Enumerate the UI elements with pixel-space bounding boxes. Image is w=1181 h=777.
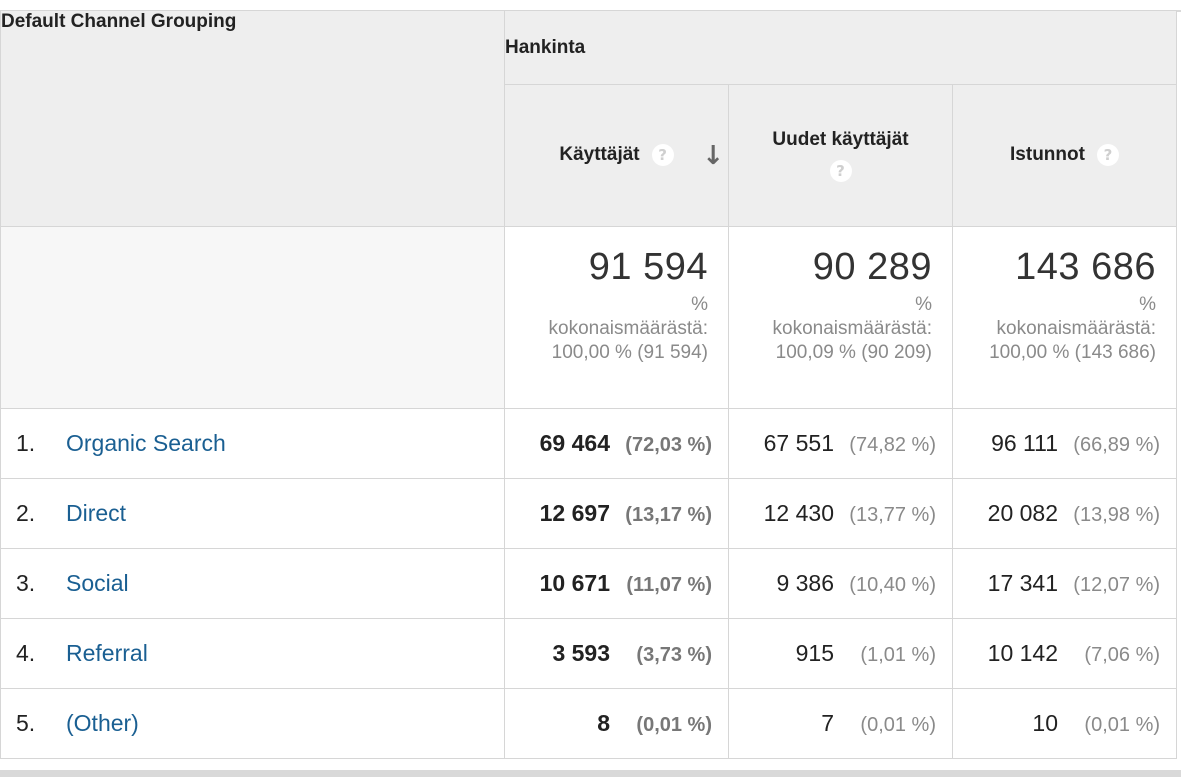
users-cell: 3 593 (3,73 %) <box>504 618 729 689</box>
total-of-label: kokonaismäärästä: <box>996 318 1157 339</box>
sessions-percent: (7,06 %) <box>1084 644 1161 666</box>
users-value: 10 671 <box>539 570 610 596</box>
sessions-value: 20 082 <box>987 500 1059 526</box>
channel-link[interactable]: Direct <box>66 500 127 526</box>
sessions-value: 17 341 <box>987 570 1059 596</box>
sessions-cell: 20 082 (13,98 %) <box>951 478 1178 549</box>
sessions-value: 10 <box>1032 710 1059 736</box>
metric-group-label: Hankinta <box>505 36 586 58</box>
column-header-users[interactable]: Käyttäjät? ↓ <box>504 84 729 227</box>
total-sessions-cell: 143 686 % kokonaismäärästä: 100,00 % (14… <box>951 226 1178 409</box>
new-users-value: 67 551 <box>763 430 834 456</box>
total-new-users-value: 90 289 <box>812 246 932 288</box>
new-users-value: 12 430 <box>763 500 834 526</box>
total-pct-sign: % <box>1139 294 1157 315</box>
new-users-percent: (13,77 %) <box>849 504 936 526</box>
users-value: 69 464 <box>539 430 610 456</box>
channel-link[interactable]: Social <box>66 570 129 596</box>
row-index: 2. <box>16 500 36 526</box>
sessions-cell: 17 341 (12,07 %) <box>951 548 1178 619</box>
sessions-percent: (66,89 %) <box>1073 434 1161 456</box>
total-sessions-value: 143 686 <box>1015 246 1157 288</box>
dimension-cell: 4. Referral <box>0 618 505 689</box>
users-percent: (3,73 %) <box>636 644 712 666</box>
users-percent: (11,07 %) <box>626 574 712 596</box>
total-users-value: 91 594 <box>588 246 708 288</box>
sessions-value: 10 142 <box>987 640 1059 666</box>
new-users-percent: (0,01 %) <box>860 714 936 736</box>
users-cell: 12 697 (13,17 %) <box>504 478 729 549</box>
users-value: 8 <box>597 710 610 736</box>
dimension-cell: 5. (Other) <box>0 688 505 759</box>
totals-blank-cell <box>0 226 505 409</box>
dimension-cell: 1. Organic Search <box>0 408 505 479</box>
totals-row: 91 594 % kokonaismäärästä: 100,00 % (91 … <box>0 226 1178 409</box>
total-detail: 100,09 % (90 209) <box>775 342 932 363</box>
metric-group-header: Hankinta <box>503 10 1178 85</box>
dimension-cell: 3. Social <box>0 548 505 619</box>
channel-link[interactable]: (Other) <box>66 710 139 736</box>
users-cell: 10 671 (11,07 %) <box>504 548 729 619</box>
channel-link[interactable]: Organic Search <box>66 430 226 456</box>
users-value: 3 593 <box>552 640 610 666</box>
table-row: 3. Social 10 671 (11,07 %) 9 386 (10,40 %) … <box>0 548 1178 619</box>
table-row: 2. Direct 12 697 (13,17 %) 12 430 (13,77 %)… <box>0 478 1178 549</box>
dimension-cell: 2. Direct <box>0 478 505 549</box>
new-users-percent: (74,82 %) <box>849 434 936 456</box>
new-users-cell: 67 551 (74,82 %) <box>728 408 953 479</box>
sessions-percent: (13,98 %) <box>1073 504 1161 526</box>
sessions-cell: 10 (0,01 %) <box>951 688 1178 759</box>
channel-report-table: Default Channel Grouping Hankinta Käyttä… <box>0 10 1178 759</box>
new-users-cell: 12 430 (13,77 %) <box>728 478 953 549</box>
sessions-cell: 96 111 (66,89 %) <box>951 408 1178 479</box>
table-row: 5. (Other) 8 (0,01 %) 7 (0,01 %) 10 (0,01 %) <box>0 688 1178 759</box>
channel-link[interactable]: Referral <box>66 640 148 666</box>
bottom-divider <box>0 770 1181 777</box>
total-pct-sign: % <box>691 294 708 315</box>
users-percent: (72,03 %) <box>625 434 712 456</box>
total-users-cell: 91 594 % kokonaismäärästä: 100,00 % (91 … <box>504 226 729 409</box>
users-value: 12 697 <box>539 500 610 526</box>
column-header-new-users-label: Uudet käyttäjät <box>772 129 909 151</box>
table-row: 4. Referral 3 593 (3,73 %) 915 (1,01 %) 10 … <box>0 618 1178 689</box>
total-of-label: kokonaismäärästä: <box>772 318 932 339</box>
help-icon[interactable]: ? <box>651 144 674 167</box>
row-index: 1. <box>16 430 36 456</box>
sessions-value: 96 111 <box>991 430 1059 456</box>
total-pct-sign: % <box>915 294 932 315</box>
sessions-cell: 10 142 (7,06 %) <box>951 618 1178 689</box>
new-users-cell: 9 386 (10,40 %) <box>728 548 953 619</box>
column-header-sessions-label: Istunnot <box>1010 144 1085 166</box>
new-users-cell: 915 (1,01 %) <box>728 618 953 689</box>
sort-descending-icon[interactable]: ↓ <box>702 140 724 171</box>
sessions-percent: (12,07 %) <box>1073 574 1161 596</box>
help-icon[interactable]: ? <box>829 159 852 182</box>
new-users-value: 7 <box>821 710 834 736</box>
dimension-header-label: Default Channel Grouping <box>1 11 237 32</box>
new-users-cell: 7 (0,01 %) <box>728 688 953 759</box>
total-new-users-cell: 90 289 % kokonaismäärästä: 100,09 % (90 … <box>728 226 953 409</box>
new-users-percent: (1,01 %) <box>860 644 936 666</box>
dimension-column-header[interactable]: Default Channel Grouping <box>0 10 505 227</box>
sessions-percent: (0,01 %) <box>1084 714 1161 736</box>
new-users-percent: (10,40 %) <box>849 574 936 596</box>
column-header-new-users[interactable]: Uudet käyttäjät ? <box>728 84 953 227</box>
users-percent: (13,17 %) <box>625 504 712 526</box>
total-of-label: kokonaismäärästä: <box>548 318 708 339</box>
users-percent: (0,01 %) <box>636 714 712 736</box>
total-detail: 100,00 % (91 594) <box>551 342 708 363</box>
column-header-sessions[interactable]: Istunnot? <box>951 84 1178 227</box>
users-cell: 8 (0,01 %) <box>504 688 729 759</box>
users-cell: 69 464 (72,03 %) <box>504 408 729 479</box>
row-index: 5. <box>16 710 36 736</box>
total-detail: 100,00 % (143 686) <box>989 342 1157 363</box>
column-header-users-label: Käyttäjät <box>559 144 640 166</box>
help-icon[interactable]: ? <box>1096 144 1119 167</box>
row-index: 3. <box>16 570 36 596</box>
table-row: 1. Organic Search 69 464 (72,03 %) 67 551 (… <box>0 408 1178 479</box>
row-index: 4. <box>16 640 36 666</box>
new-users-value: 9 386 <box>776 570 834 596</box>
new-users-value: 915 <box>795 640 834 666</box>
